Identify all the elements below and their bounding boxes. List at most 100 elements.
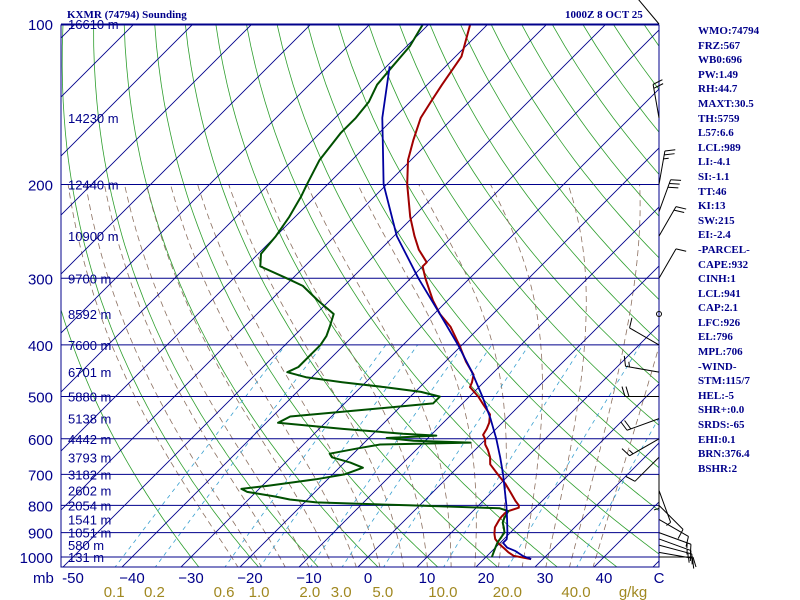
index-item: EL:796 — [698, 331, 733, 344]
wind-barb-flag — [666, 521, 671, 526]
temperature-tick-label: 10 — [419, 570, 436, 587]
wind-barb — [623, 355, 660, 373]
wind-barb-staff — [658, 504, 684, 530]
height-label: 8592 m — [68, 307, 111, 322]
mixing-ratio-label: 0.1 — [104, 584, 125, 600]
wind-barb-staff — [629, 438, 660, 457]
dry-adiabat — [307, 25, 659, 512]
mixing-ratio-line — [154, 344, 323, 567]
wind-barb-flag — [667, 186, 679, 189]
dry-adiabat — [93, 25, 319, 567]
dry-adiabat — [552, 25, 659, 175]
isotherm — [0, 24, 16, 568]
plot-frame — [60, 24, 660, 568]
height-label: 1541 m — [68, 512, 111, 527]
index-item: SW:215 — [698, 214, 735, 227]
wind-barb-staff — [658, 518, 689, 537]
moist-adiabat — [104, 184, 286, 567]
height-label: 6701 m — [68, 365, 111, 380]
moist-adiabat — [85, 184, 263, 567]
index-item: CAP:2.1 — [698, 302, 739, 315]
mixing-ratio-label: 2.0 — [299, 584, 320, 600]
wind-barb-flag — [628, 449, 634, 455]
wind-barb-staff — [658, 150, 666, 185]
moist-adiabat — [545, 184, 587, 567]
wind-barb — [658, 518, 689, 547]
height-label: 131 m — [68, 550, 104, 565]
index-item: HEL:-5 — [698, 389, 735, 402]
mixing-ratio-label: 1.0 — [249, 584, 270, 600]
isotherm — [416, 324, 659, 567]
index-item: CAPE:932 — [698, 258, 749, 271]
mixing-ratio-label: 5.0 — [372, 584, 393, 600]
index-item: SRDS:-65 — [698, 419, 745, 432]
index-item: PW:1.49 — [698, 68, 739, 81]
wind-barb — [658, 532, 692, 555]
index-item: EHI:0.1 — [698, 433, 736, 446]
dry-adiabat — [123, 25, 379, 567]
height-label: 12440 m — [68, 177, 119, 192]
sounding-profiles — [240, 25, 532, 561]
dewpoint-profile-line — [240, 25, 510, 558]
wind-barb — [638, 0, 660, 25]
pressure-tick-label: 800 — [28, 498, 53, 515]
moist-adiabat — [569, 184, 641, 567]
temperature-tick-label: -50 — [62, 570, 84, 587]
height-label: 16610 m — [68, 17, 119, 32]
index-item: KI:13 — [698, 200, 726, 213]
mixing-ratio-line — [224, 344, 387, 567]
index-item: WB0:696 — [698, 54, 742, 67]
wind-barb-flag — [653, 83, 664, 89]
mixing-ratio-line — [114, 344, 287, 567]
temperature-tick-label: −30 — [178, 570, 203, 587]
wind-barb-flag — [620, 421, 628, 431]
index-item: -WIND- — [698, 360, 737, 373]
isotherm — [593, 501, 659, 567]
wind-barb-staff — [658, 248, 677, 279]
wind-barb-staff — [658, 532, 692, 545]
wind-barb-flag — [653, 507, 660, 511]
wind-barb-staff — [658, 179, 672, 212]
wind-barb — [653, 474, 660, 511]
isotherm — [61, 25, 134, 98]
wind-barb-flag — [691, 558, 695, 569]
wind-barb — [658, 544, 693, 565]
wind-barb-flag — [669, 183, 680, 185]
stability-indices-panel: WMO:74794 FRZ:567 WB0:696 PW:1.49 RH:44.7 MAX… — [698, 24, 759, 476]
isobar-lines — [61, 23, 659, 558]
moist-adiabat — [264, 184, 428, 567]
dry-adiabat — [797, 24, 800, 568]
temperature-tick-label: 20 — [478, 570, 495, 587]
wind-barb — [658, 490, 672, 526]
pressure-tick-label: 300 — [28, 271, 53, 288]
wind-barb — [658, 149, 676, 185]
isotherm — [298, 206, 659, 567]
index-item: TH:5759 — [698, 112, 740, 125]
wind-barb — [620, 418, 660, 431]
mixing-ratio-label: 0.6 — [214, 584, 235, 600]
pressure-tick-label: 900 — [28, 526, 53, 543]
wind-barb-flag — [625, 386, 630, 397]
pressure-unit-label: mb — [33, 570, 54, 587]
dry-adiabat — [490, 25, 659, 259]
mixing-ratio-line — [576, 417, 659, 567]
mixing-ratio-label: 10.0 — [428, 584, 457, 600]
height-label: 2602 m — [68, 483, 111, 498]
mixing-ratio-line — [259, 344, 418, 567]
dry-adiabat — [429, 25, 659, 342]
isotherm — [61, 25, 311, 275]
wind-barb-staff — [626, 418, 660, 431]
wind-barb — [652, 79, 664, 118]
wind-barb — [625, 456, 660, 482]
wind-barb-column — [620, 0, 697, 569]
height-label: 10900 m — [68, 229, 119, 244]
temperature-tick-label: −40 — [119, 570, 144, 587]
height-label: 5138 m — [68, 412, 111, 427]
wind-barb — [658, 504, 684, 539]
pressure-tick-label: 500 — [28, 390, 53, 407]
wind-barb-flag — [652, 79, 663, 85]
dry-adiabat — [276, 25, 659, 555]
mixing-ratio-label: 3.0 — [331, 584, 352, 600]
index-item: BSHR:2 — [698, 462, 738, 475]
wind-barb-staff — [658, 551, 693, 559]
